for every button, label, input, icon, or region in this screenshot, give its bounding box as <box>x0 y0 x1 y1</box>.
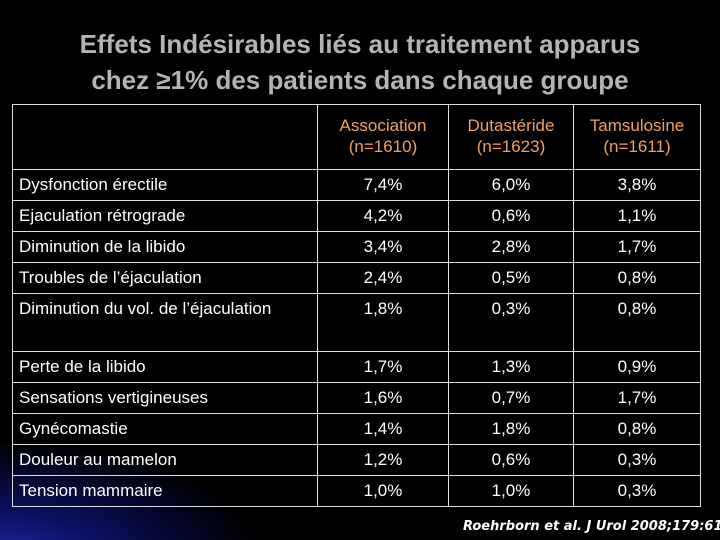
row-value: 1,3% <box>448 351 574 383</box>
row-label: Gynécomastie <box>12 413 318 445</box>
row-value: 0,3% <box>573 475 701 507</box>
row-label: Douleur au mamelon <box>12 444 318 476</box>
row-value: 2,8% <box>448 231 574 263</box>
row-value: 0,8% <box>573 293 701 352</box>
header-n: (n=1610) <box>348 137 418 156</box>
row-value: 1,8% <box>317 293 449 352</box>
table-row: Ejaculation rétrograde 4,2% 0,6% 1,1% <box>12 200 701 232</box>
row-value: 0,7% <box>448 382 574 414</box>
table-header-row: Association (n=1610) Dutastéride (n=1623) … <box>12 104 701 170</box>
row-label: Diminution de la libido <box>12 231 318 263</box>
adverse-effects-table: Association (n=1610) Dutastéride (n=1623) … <box>12 104 701 507</box>
row-label: Tension mammaire <box>12 475 318 507</box>
row-value: 1,6% <box>317 382 449 414</box>
header-name: Dutastéride <box>467 116 555 135</box>
row-value: 3,4% <box>317 231 449 263</box>
row-label: Perte de la libido <box>12 351 318 383</box>
row-value: 1,7% <box>573 231 701 263</box>
header-name: Association <box>339 116 427 135</box>
table-row: Tension mammaire 1,0% 1,0% 0,3% <box>12 475 701 507</box>
row-value: 0,5% <box>448 262 574 294</box>
header-tamsulosine: Tamsulosine (n=1611) <box>573 104 701 170</box>
row-value: 1,7% <box>317 351 449 383</box>
row-value: 0,6% <box>448 200 574 232</box>
header-empty-cell <box>12 104 318 170</box>
row-value: 0,3% <box>573 444 701 476</box>
table-row: Diminution de la libido 3,4% 2,8% 1,7% <box>12 231 701 263</box>
row-value: 0,8% <box>573 262 701 294</box>
row-value: 1,0% <box>317 475 449 507</box>
row-value: 7,4% <box>317 169 449 201</box>
row-label: Troubles de l’éjaculation <box>12 262 318 294</box>
table-row: Dysfonction érectile 7,4% 6,0% 3,8% <box>12 169 701 201</box>
row-label: Dysfonction érectile <box>12 169 318 201</box>
title-line-2: chez ≥1% des patients dans chaque groupe <box>91 65 629 95</box>
row-value: 1,2% <box>317 444 449 476</box>
header-name: Tamsulosine <box>589 116 685 135</box>
row-value: 0,9% <box>573 351 701 383</box>
row-value: 6,0% <box>448 169 574 201</box>
table-row: Troubles de l’éjaculation 2,4% 0,5% 0,8% <box>12 262 701 294</box>
row-value: 2,4% <box>317 262 449 294</box>
row-value: 1,1% <box>573 200 701 232</box>
row-value: 0,8% <box>573 413 701 445</box>
row-label: Diminution du vol. de l’éjaculation <box>12 293 318 352</box>
header-n: (n=1623) <box>476 137 546 156</box>
row-label: Sensations vertigineuses <box>12 382 318 414</box>
table-row: Sensations vertigineuses 1,6% 0,7% 1,7% <box>12 382 701 414</box>
row-value: 1,8% <box>448 413 574 445</box>
row-value: 1,4% <box>317 413 449 445</box>
row-value: 1,7% <box>573 382 701 414</box>
header-association: Association (n=1610) <box>317 104 449 170</box>
table-row: Gynécomastie 1,4% 1,8% 0,8% <box>12 413 701 445</box>
citation: Roehrborn et al. J Urol 2008;179:616 <box>463 519 720 534</box>
title-line-1: Effets Indésirables liés au traitement a… <box>79 29 641 59</box>
header-n: (n=1611) <box>603 137 671 156</box>
row-value: 0,3% <box>448 293 574 352</box>
slide-title: Effets Indésirables liés au traitement a… <box>0 26 720 98</box>
row-value: 4,2% <box>317 200 449 232</box>
table-row: Douleur au mamelon 1,2% 0,6% 0,3% <box>12 444 701 476</box>
table-row: Perte de la libido 1,7% 1,3% 0,9% <box>12 351 701 383</box>
table-row: Diminution du vol. de l’éjaculation 1,8% 0… <box>12 293 701 352</box>
row-value: 3,8% <box>573 169 701 201</box>
row-value: 0,6% <box>448 444 574 476</box>
row-value: 1,0% <box>448 475 574 507</box>
header-dutasteride: Dutastéride (n=1623) <box>448 104 574 170</box>
row-label: Ejaculation rétrograde <box>12 200 318 232</box>
